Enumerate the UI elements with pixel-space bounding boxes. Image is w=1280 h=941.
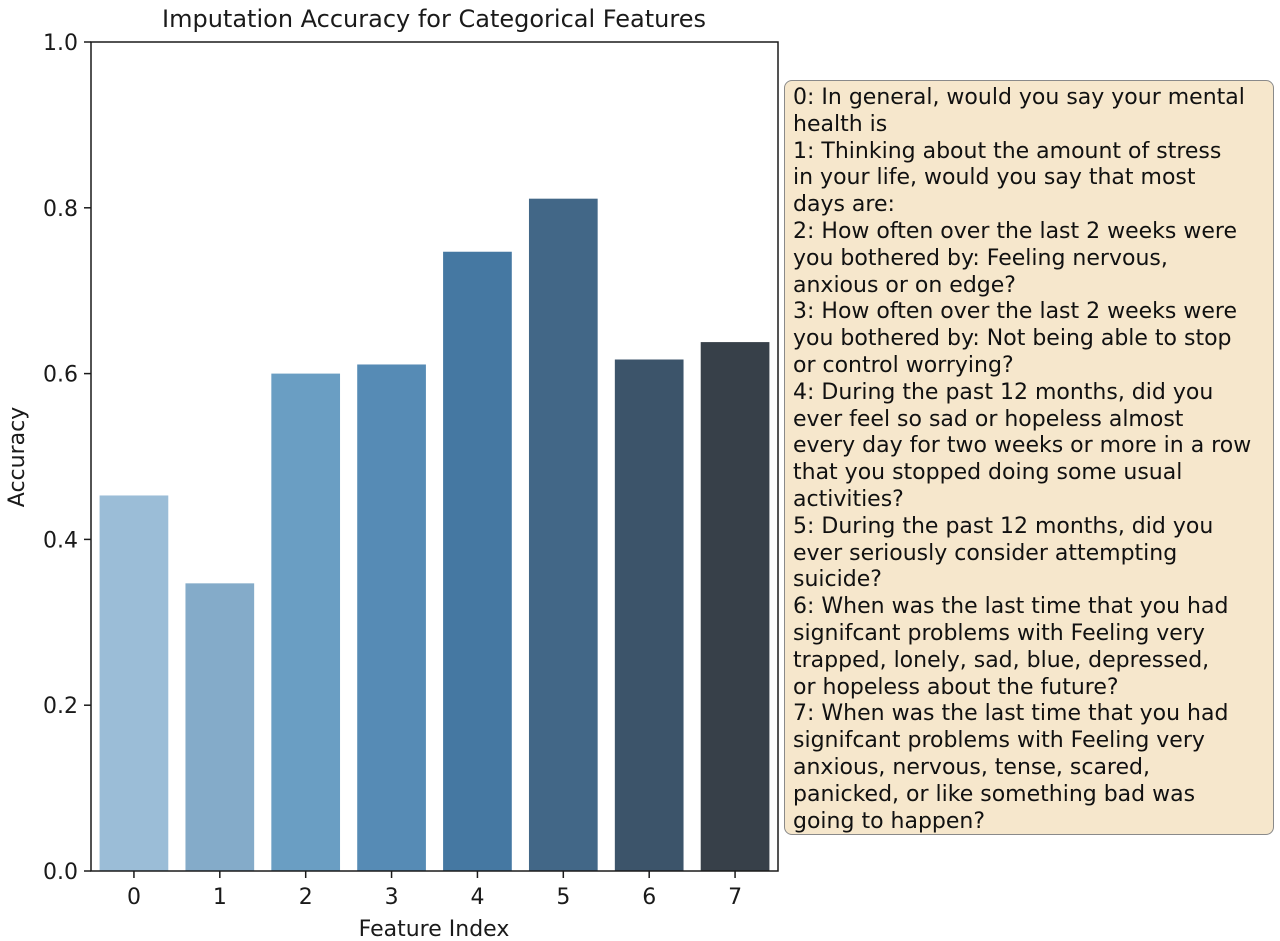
legend-line: 0: In general, would you say your mental bbox=[793, 85, 1245, 110]
legend-line: 2: How often over the last 2 weeks were bbox=[793, 218, 1238, 244]
bar-0 bbox=[99, 495, 169, 871]
y-tick-label: 0.8 bbox=[43, 197, 78, 222]
x-tick-label: 2 bbox=[299, 885, 313, 910]
x-tick-label: 6 bbox=[642, 885, 656, 910]
bar-2 bbox=[271, 373, 341, 871]
bar-3 bbox=[357, 364, 426, 871]
y-tick-label: 1.0 bbox=[43, 31, 78, 56]
legend-line: trapped, lonely, sad, blue, depressed, bbox=[793, 647, 1210, 673]
legend-line: signifcant problems with Feeling very bbox=[793, 620, 1205, 646]
chart-title: Imputation Accuracy for Categorical Feat… bbox=[162, 5, 706, 33]
y-tick-label: 0.4 bbox=[43, 528, 78, 553]
x-tick-label: 3 bbox=[385, 885, 399, 910]
legend-line: going to happen? bbox=[793, 808, 986, 834]
y-tick-label: 0.0 bbox=[43, 860, 78, 885]
legend-line: you bothered by: Not being able to stop bbox=[793, 326, 1232, 352]
legend-line: you bothered by: Feeling nervous, bbox=[793, 245, 1168, 271]
x-tick-label: 5 bbox=[556, 885, 570, 910]
legend-line: ever seriously consider attempting bbox=[793, 540, 1178, 566]
legend-line: or control worrying? bbox=[793, 352, 1014, 378]
y-tick-label: 0.6 bbox=[43, 363, 78, 388]
legend-line: ever feel so sad or hopeless almost bbox=[793, 406, 1184, 432]
legend-line: 7: When was the last time that you had bbox=[793, 701, 1229, 727]
x-tick-label: 4 bbox=[470, 885, 484, 910]
legend-line: suicide? bbox=[793, 567, 882, 593]
bar-1 bbox=[185, 583, 255, 871]
x-axis-label: Feature Index bbox=[359, 917, 510, 941]
legend-line: that you stopped doing some usual bbox=[793, 460, 1183, 486]
x-tick-label: 0 bbox=[127, 885, 141, 910]
legend-line: or hopeless about the future? bbox=[793, 674, 1119, 700]
bars-layer bbox=[99, 198, 770, 871]
legend-line: signifcant problems with Feeling very bbox=[793, 728, 1205, 754]
x-tick-label: 7 bbox=[728, 885, 742, 910]
x-tick-label: 1 bbox=[213, 885, 227, 910]
legend-line: 3: How often over the last 2 weeks were bbox=[793, 299, 1238, 325]
legend-line: 4: During the past 12 months, did you bbox=[793, 379, 1214, 405]
plot-frame bbox=[90, 41, 779, 872]
legend-line: health is bbox=[793, 111, 888, 137]
legend-line: 6: When was the last time that you had bbox=[793, 594, 1229, 620]
bar-4 bbox=[443, 251, 512, 871]
legend-line: anxious, nervous, tense, scared, bbox=[793, 754, 1150, 780]
bar-5 bbox=[528, 198, 598, 871]
bar-6 bbox=[614, 359, 684, 871]
legend-line: every day for two weeks or more in a row bbox=[793, 433, 1252, 459]
legend-line: 5: During the past 12 months, did you bbox=[793, 513, 1214, 539]
legend-box: 0: In general, would you say your mental… bbox=[784, 80, 1274, 835]
axes-layer: 0.0 0.2 0.4 0.6 0.8 1.0 0 1 2 3 4 5 6 7 bbox=[43, 31, 779, 910]
legend-line: anxious or on edge? bbox=[793, 272, 1016, 298]
legend-line: in your life, would you say that most bbox=[793, 165, 1196, 191]
legend-text: 0: In general, would you say your mental… bbox=[793, 85, 1273, 834]
legend-line: 1: Thinking about the amount of stress bbox=[793, 138, 1222, 164]
bar-7 bbox=[700, 342, 770, 871]
legend-line: panicked, or like something bad was bbox=[793, 781, 1196, 807]
legend-line: activities? bbox=[793, 486, 904, 512]
y-tick-label: 0.2 bbox=[43, 694, 78, 719]
legend-line: days are: bbox=[793, 192, 895, 218]
y-axis-label: Accuracy bbox=[5, 407, 30, 507]
